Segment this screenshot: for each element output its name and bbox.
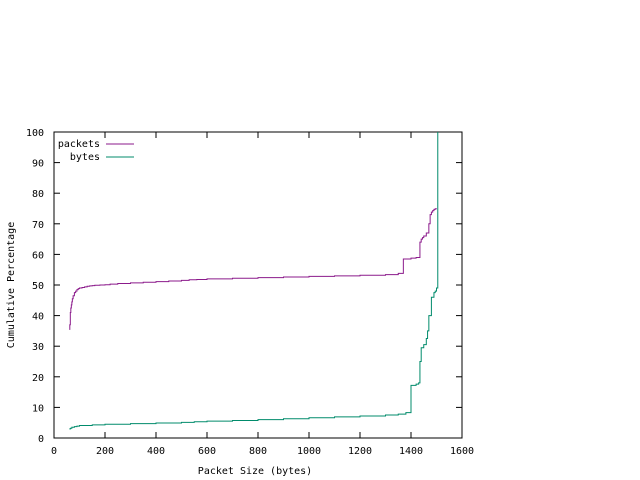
- y-tick-label: 20: [32, 373, 44, 384]
- y-tick-label: 30: [32, 342, 44, 353]
- x-tick-label: 800: [249, 446, 267, 457]
- x-tick-label: 400: [147, 446, 165, 457]
- y-tick-label: 70: [32, 220, 44, 231]
- x-tick-label: 1600: [450, 446, 474, 457]
- series-line-bytes: [69, 132, 439, 430]
- x-tick-label: 0: [51, 446, 57, 457]
- x-axis-label: Packet Size (bytes): [198, 466, 312, 477]
- x-tick-label: 200: [96, 446, 114, 457]
- y-tick-label: 60: [32, 250, 44, 261]
- y-tick-label: 80: [32, 189, 44, 200]
- y-tick-label: 90: [32, 159, 44, 170]
- y-tick-label: 50: [32, 281, 44, 292]
- x-tick-label: 600: [198, 446, 216, 457]
- legend-label-packets: packets: [58, 139, 100, 150]
- series-layer: [69, 132, 439, 430]
- y-tick-label: 40: [32, 312, 44, 323]
- plot-frame: [53, 131, 463, 439]
- y-tick-label: 10: [32, 403, 44, 414]
- y-tick-label: 100: [26, 128, 44, 139]
- y-tick-label: 0: [38, 434, 44, 445]
- series-line-packets: [69, 208, 437, 330]
- y-axis-label: Cumulative Percentage: [6, 222, 17, 348]
- ticks: 0 200 400 600 800 1000 1200 1400 1600 0 10 20 30 40 50…: [26, 128, 474, 457]
- x-tick-label: 1000: [297, 446, 321, 457]
- legend-label-bytes: bytes: [70, 152, 100, 163]
- legend: packets bytes: [58, 139, 134, 163]
- x-tick-label: 1400: [399, 446, 423, 457]
- x-tick-label: 1200: [348, 446, 372, 457]
